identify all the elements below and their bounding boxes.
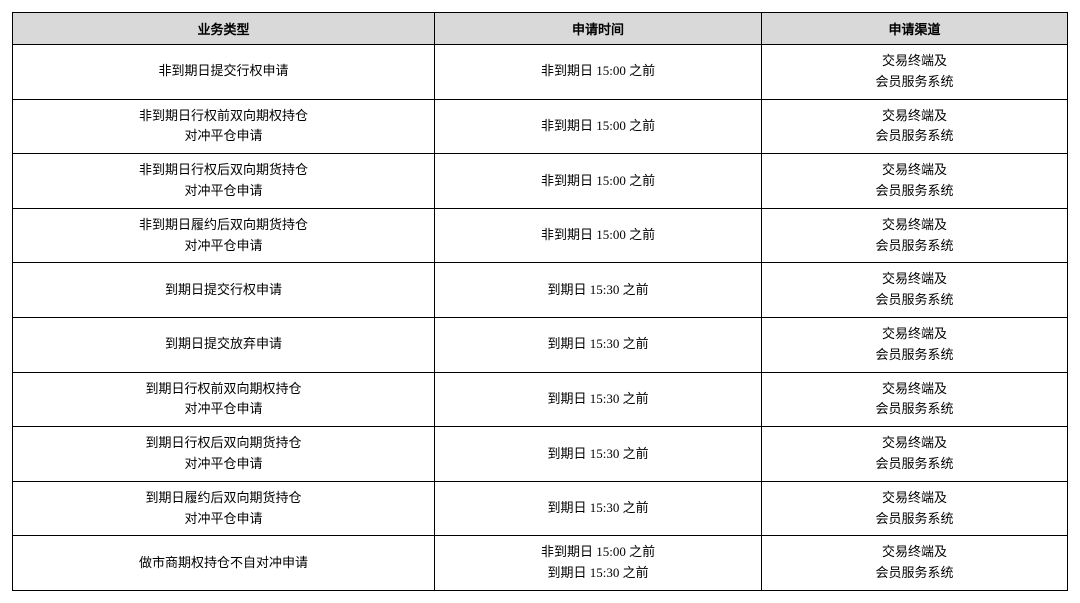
cell-line: 对冲平仓申请 <box>21 509 426 530</box>
cell-line: 会员服务系统 <box>770 72 1059 93</box>
cell-time: 非到期日 15:00 之前 <box>435 154 762 209</box>
cell-line: 交易终端及 <box>770 488 1059 509</box>
header-channel: 申请渠道 <box>762 13 1068 45</box>
cell-line: 会员服务系统 <box>770 126 1059 147</box>
table-row: 做市商期权持仓不自对冲申请非到期日 15:00 之前到期日 15:30 之前交易… <box>13 536 1068 591</box>
cell-type: 做市商期权持仓不自对冲申请 <box>13 536 435 591</box>
cell-line: 到期日行权前双向期权持仓 <box>21 379 426 400</box>
table-row: 到期日行权后双向期货持仓对冲平仓申请到期日 15:30 之前交易终端及会员服务系… <box>13 427 1068 482</box>
cell-line: 到期日 15:30 之前 <box>443 498 753 519</box>
cell-channel: 交易终端及会员服务系统 <box>762 45 1068 100</box>
cell-time: 非到期日 15:00 之前 <box>435 208 762 263</box>
cell-line: 到期日行权后双向期货持仓 <box>21 433 426 454</box>
cell-type: 到期日提交行权申请 <box>13 263 435 318</box>
cell-line: 非到期日 15:00 之前 <box>443 171 753 192</box>
cell-type: 非到期日提交行权申请 <box>13 45 435 100</box>
cell-line: 会员服务系统 <box>770 454 1059 475</box>
table-row: 非到期日行权后双向期货持仓对冲平仓申请非到期日 15:00 之前交易终端及会员服… <box>13 154 1068 209</box>
table-row: 到期日提交放弃申请到期日 15:30 之前交易终端及会员服务系统 <box>13 317 1068 372</box>
cell-type: 非到期日行权后双向期货持仓对冲平仓申请 <box>13 154 435 209</box>
cell-line: 会员服务系统 <box>770 509 1059 530</box>
cell-line: 会员服务系统 <box>770 236 1059 257</box>
cell-line: 对冲平仓申请 <box>21 181 426 202</box>
cell-time: 到期日 15:30 之前 <box>435 481 762 536</box>
cell-line: 交易终端及 <box>770 215 1059 236</box>
cell-line: 对冲平仓申请 <box>21 454 426 475</box>
cell-line: 非到期日行权前双向期权持仓 <box>21 106 426 127</box>
cell-type: 非到期日行权前双向期权持仓对冲平仓申请 <box>13 99 435 154</box>
cell-line: 非到期日 15:00 之前 <box>443 116 753 137</box>
cell-time: 到期日 15:30 之前 <box>435 372 762 427</box>
cell-line: 交易终端及 <box>770 542 1059 563</box>
cell-time: 到期日 15:30 之前 <box>435 427 762 482</box>
cell-line: 会员服务系统 <box>770 399 1059 420</box>
cell-line: 到期日提交行权申请 <box>21 280 426 301</box>
cell-line: 会员服务系统 <box>770 290 1059 311</box>
cell-line: 到期日 15:30 之前 <box>443 444 753 465</box>
cell-channel: 交易终端及会员服务系统 <box>762 317 1068 372</box>
cell-type: 到期日履约后双向期货持仓对冲平仓申请 <box>13 481 435 536</box>
cell-line: 非到期日行权后双向期货持仓 <box>21 160 426 181</box>
table-body: 非到期日提交行权申请非到期日 15:00 之前交易终端及会员服务系统非到期日行权… <box>13 45 1068 591</box>
table-header: 业务类型 申请时间 申请渠道 <box>13 13 1068 45</box>
cell-line: 会员服务系统 <box>770 563 1059 584</box>
cell-line: 非到期日 15:00 之前 <box>443 61 753 82</box>
header-time: 申请时间 <box>435 13 762 45</box>
cell-line: 会员服务系统 <box>770 181 1059 202</box>
cell-type: 非到期日履约后双向期货持仓对冲平仓申请 <box>13 208 435 263</box>
cell-line: 交易终端及 <box>770 379 1059 400</box>
cell-line: 对冲平仓申请 <box>21 126 426 147</box>
cell-channel: 交易终端及会员服务系统 <box>762 99 1068 154</box>
cell-line: 到期日 15:30 之前 <box>443 563 753 584</box>
cell-line: 交易终端及 <box>770 269 1059 290</box>
cell-time: 非到期日 15:00 之前 <box>435 45 762 100</box>
cell-time: 非到期日 15:00 之前到期日 15:30 之前 <box>435 536 762 591</box>
header-type: 业务类型 <box>13 13 435 45</box>
cell-line: 到期日 15:30 之前 <box>443 334 753 355</box>
table-row: 到期日行权前双向期权持仓对冲平仓申请到期日 15:30 之前交易终端及会员服务系… <box>13 372 1068 427</box>
cell-time: 到期日 15:30 之前 <box>435 317 762 372</box>
cell-type: 到期日行权后双向期货持仓对冲平仓申请 <box>13 427 435 482</box>
cell-line: 到期日 15:30 之前 <box>443 280 753 301</box>
cell-line: 对冲平仓申请 <box>21 399 426 420</box>
cell-channel: 交易终端及会员服务系统 <box>762 263 1068 318</box>
cell-line: 交易终端及 <box>770 433 1059 454</box>
cell-channel: 交易终端及会员服务系统 <box>762 481 1068 536</box>
cell-line: 非到期日提交行权申请 <box>21 61 426 82</box>
cell-time: 非到期日 15:00 之前 <box>435 99 762 154</box>
table-row: 到期日提交行权申请到期日 15:30 之前交易终端及会员服务系统 <box>13 263 1068 318</box>
table-row: 非到期日行权前双向期权持仓对冲平仓申请非到期日 15:00 之前交易终端及会员服… <box>13 99 1068 154</box>
cell-line: 会员服务系统 <box>770 345 1059 366</box>
cell-line: 非到期日履约后双向期货持仓 <box>21 215 426 236</box>
cell-channel: 交易终端及会员服务系统 <box>762 154 1068 209</box>
business-application-table: 业务类型 申请时间 申请渠道 非到期日提交行权申请非到期日 15:00 之前交易… <box>12 12 1068 591</box>
cell-channel: 交易终端及会员服务系统 <box>762 208 1068 263</box>
table-row: 非到期日履约后双向期货持仓对冲平仓申请非到期日 15:00 之前交易终端及会员服… <box>13 208 1068 263</box>
cell-channel: 交易终端及会员服务系统 <box>762 427 1068 482</box>
cell-line: 交易终端及 <box>770 106 1059 127</box>
cell-channel: 交易终端及会员服务系统 <box>762 536 1068 591</box>
table-row: 到期日履约后双向期货持仓对冲平仓申请到期日 15:30 之前交易终端及会员服务系… <box>13 481 1068 536</box>
cell-line: 交易终端及 <box>770 160 1059 181</box>
cell-type: 到期日提交放弃申请 <box>13 317 435 372</box>
cell-line: 到期日提交放弃申请 <box>21 334 426 355</box>
cell-line: 非到期日 15:00 之前 <box>443 225 753 246</box>
cell-line: 交易终端及 <box>770 51 1059 72</box>
cell-line: 非到期日 15:00 之前 <box>443 542 753 563</box>
cell-line: 交易终端及 <box>770 324 1059 345</box>
cell-line: 到期日履约后双向期货持仓 <box>21 488 426 509</box>
cell-line: 到期日 15:30 之前 <box>443 389 753 410</box>
cell-time: 到期日 15:30 之前 <box>435 263 762 318</box>
cell-type: 到期日行权前双向期权持仓对冲平仓申请 <box>13 372 435 427</box>
cell-line: 对冲平仓申请 <box>21 236 426 257</box>
cell-line: 做市商期权持仓不自对冲申请 <box>21 553 426 574</box>
table-row: 非到期日提交行权申请非到期日 15:00 之前交易终端及会员服务系统 <box>13 45 1068 100</box>
cell-channel: 交易终端及会员服务系统 <box>762 372 1068 427</box>
